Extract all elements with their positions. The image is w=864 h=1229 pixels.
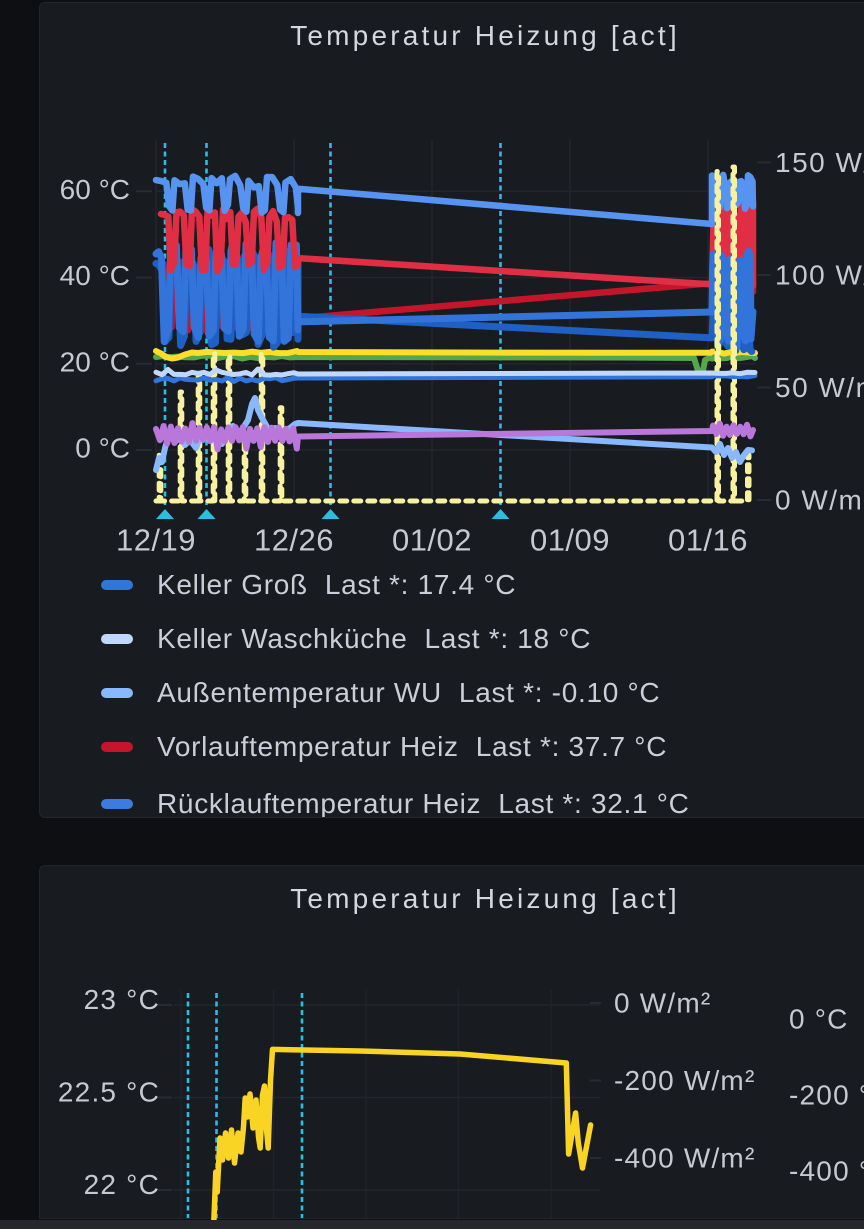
svg-text:12/26: 12/26 (254, 523, 334, 558)
svg-text:-400 W/m²: -400 W/m² (614, 1143, 755, 1174)
svg-text:01/09: 01/09 (530, 523, 610, 558)
svg-text:60 °C: 60 °C (60, 174, 130, 205)
svg-text:100 W/m²: 100 W/m² (775, 260, 864, 291)
svg-text:20 °C: 20 °C (60, 346, 130, 377)
svg-text:0 °C: 0 °C (789, 1004, 849, 1035)
svg-text:22.5 °C: 22.5 °C (58, 1077, 160, 1108)
svg-text:23 °C: 23 °C (84, 984, 160, 1015)
svg-text:-200 °C: -200 °C (789, 1080, 864, 1111)
svg-text:0 °C: 0 °C (75, 433, 130, 464)
svg-text:50 W/m²: 50 W/m² (775, 372, 864, 403)
svg-text:-400 °C: -400 °C (789, 1156, 864, 1187)
svg-text:150 W/m²: 150 W/m² (775, 147, 864, 178)
svg-text:01/16: 01/16 (668, 523, 748, 558)
svg-text:40 °C: 40 °C (60, 260, 130, 291)
svg-text:0 W/m²: 0 W/m² (775, 485, 864, 516)
svg-text:01/02: 01/02 (392, 523, 472, 558)
svg-text:-200 W/m²: -200 W/m² (614, 1065, 755, 1096)
svg-text:12/19: 12/19 (116, 523, 196, 558)
svg-text:22 °C: 22 °C (84, 1169, 160, 1200)
svg-text:0 W/m²: 0 W/m² (614, 988, 711, 1019)
